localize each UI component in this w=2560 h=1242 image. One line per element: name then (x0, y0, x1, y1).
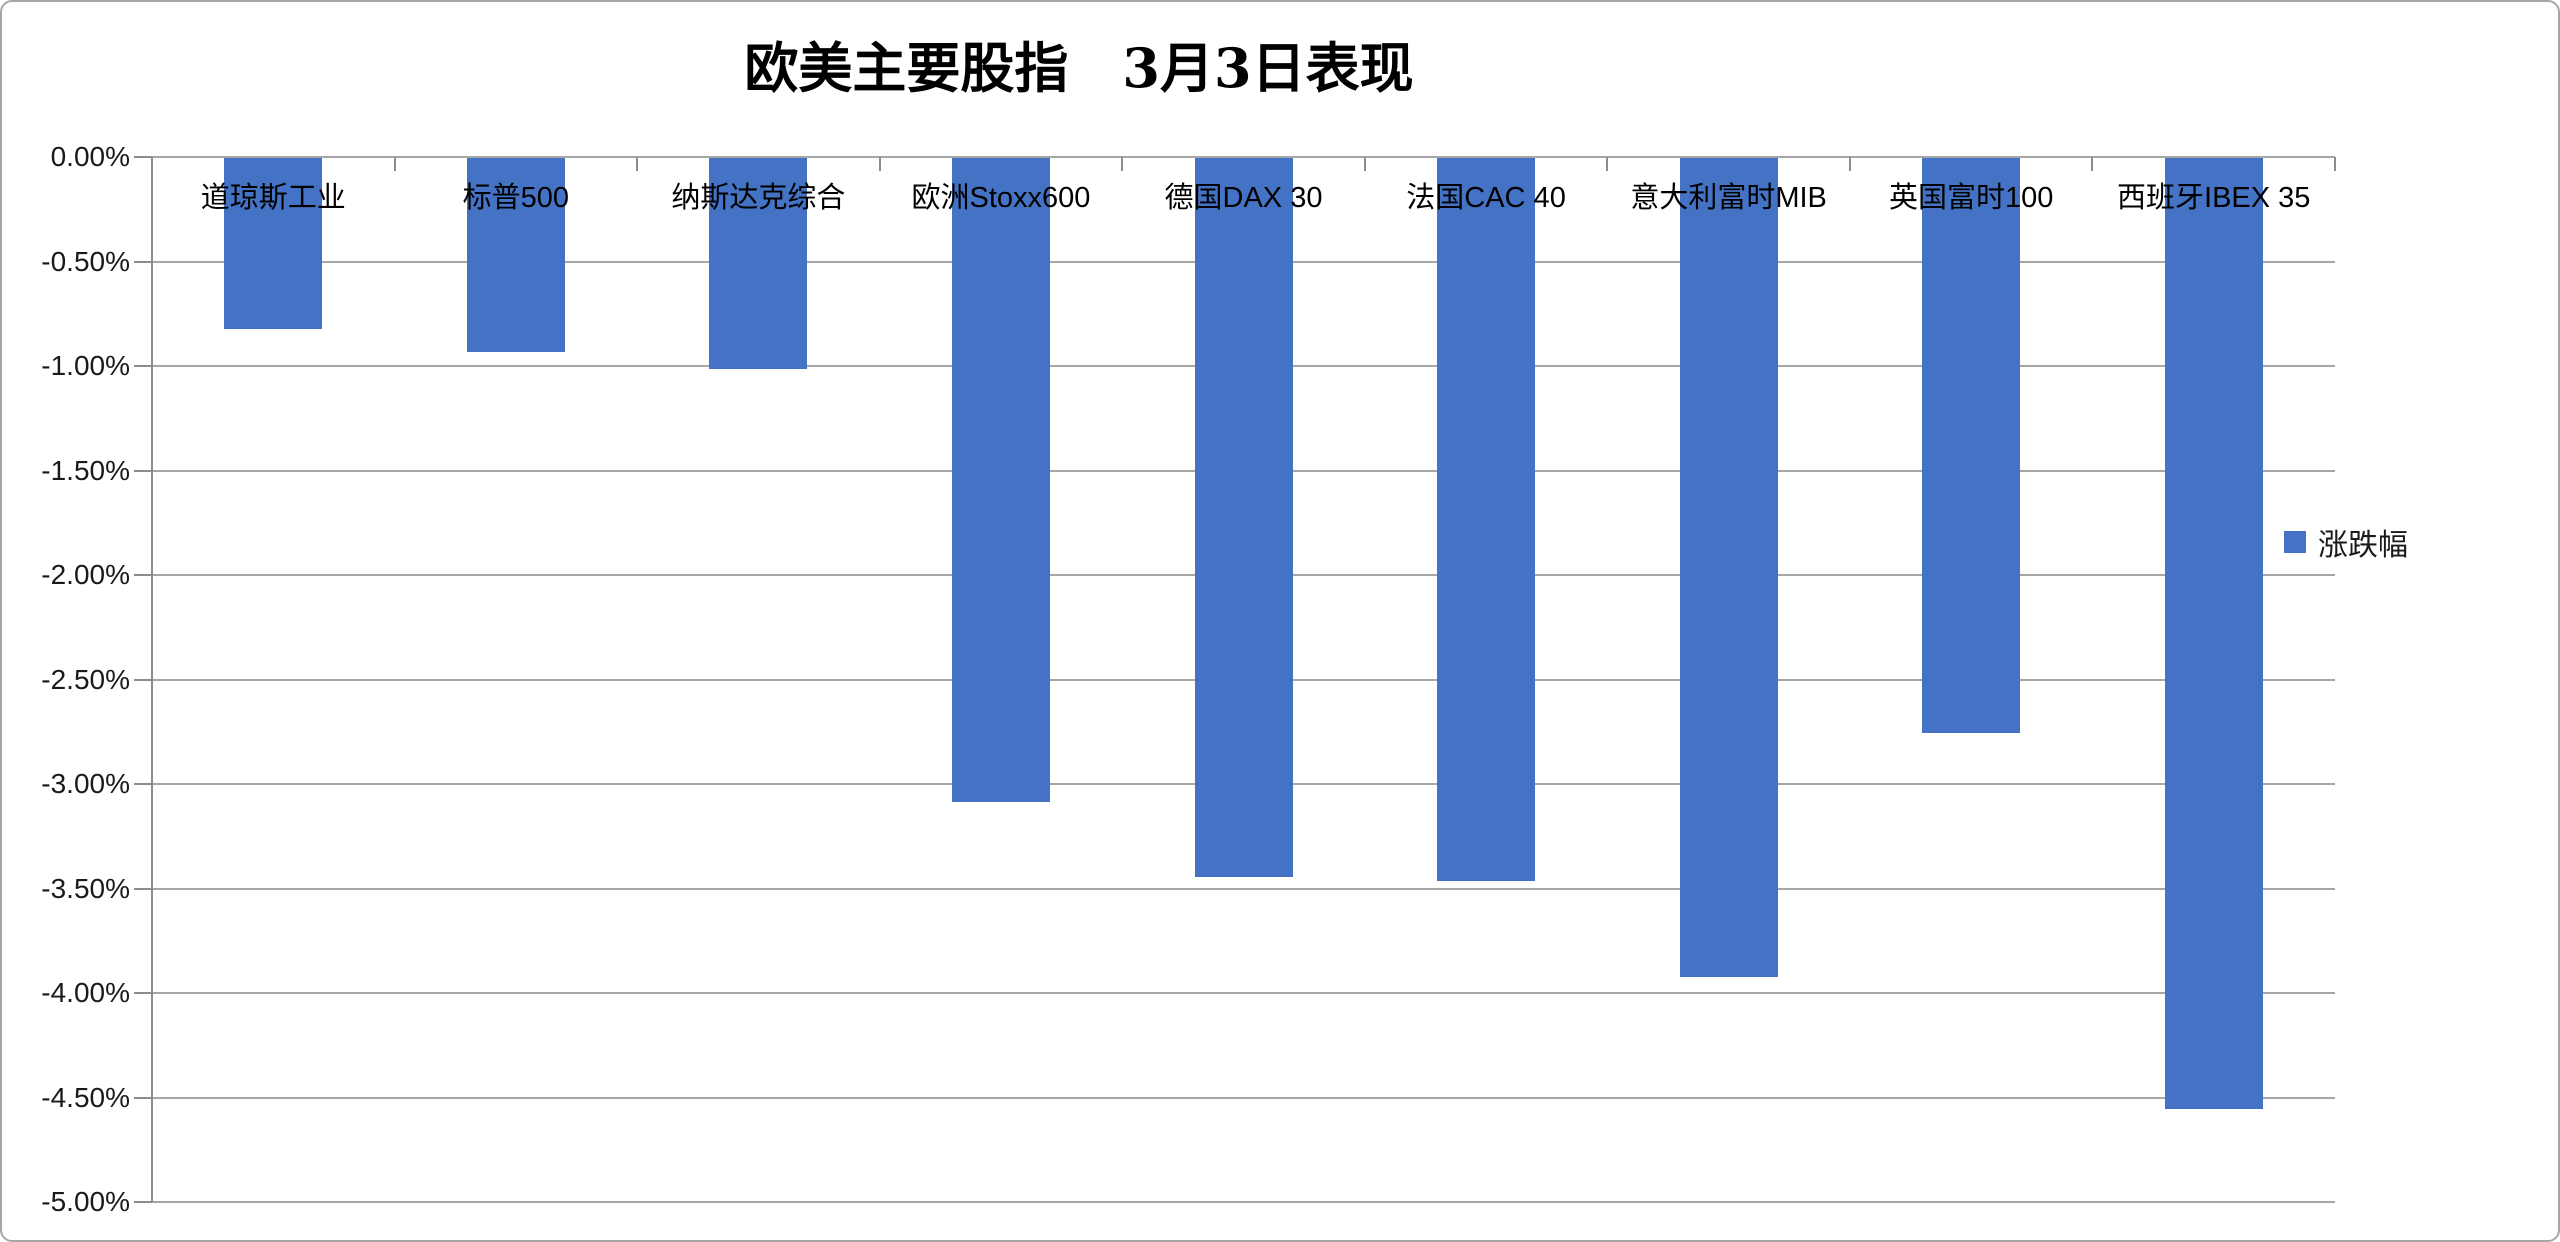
y-axis-tick (134, 365, 152, 367)
y-axis-label: -0.50% (41, 245, 130, 277)
y-axis-tick (134, 678, 152, 681)
category-label: 纳斯达克综合 (671, 182, 846, 214)
bar (951, 158, 1050, 802)
y-axis-tick (134, 1201, 152, 1203)
category-label: 标普500 (462, 182, 570, 214)
legend-label: 涨跌幅 (2318, 529, 2408, 562)
y-axis-label: -4.50% (41, 1081, 130, 1113)
x-axis-tick (151, 157, 153, 171)
x-axis-tick (1363, 157, 1366, 171)
legend-marker-icon (2284, 531, 2306, 553)
y-axis-label: -1.00% (41, 350, 130, 381)
category-label: 道琼斯工业 (200, 182, 346, 214)
y-axis-tick (134, 887, 152, 890)
bar (224, 158, 323, 330)
gridline (152, 1201, 2335, 1203)
y-axis-tick (134, 992, 152, 994)
x-axis-tick (878, 157, 881, 171)
y-axis-label: -2.00% (41, 559, 130, 590)
category-label: 欧洲Stoxx600 (911, 182, 1091, 214)
gridline (152, 1096, 2335, 1099)
x-axis-tick (2334, 157, 2336, 171)
y-axis-label: -5.00% (41, 1186, 130, 1217)
x-axis-tick (1121, 157, 1124, 171)
bar (1679, 158, 1778, 978)
category-label: 法国CAC 40 (1406, 182, 1566, 214)
y-axis-label: 0.00% (50, 141, 130, 172)
x-axis-tick (636, 157, 639, 171)
category-label: 意大利富时MIB (1630, 182, 1827, 214)
x-axis-tick (1606, 157, 1609, 171)
bar (1194, 158, 1293, 877)
gridline (152, 992, 2335, 994)
bar (2164, 158, 2263, 1109)
category-label: 英国富时100 (1888, 182, 2054, 214)
y-axis-tick (134, 260, 152, 263)
category-label: 西班牙IBEX 35 (2117, 182, 2311, 214)
bar (709, 158, 808, 370)
y-axis-tick (134, 156, 152, 158)
category-label: 德国DAX 30 (1164, 182, 1323, 214)
gridline (152, 887, 2335, 890)
x-axis-zero-line (152, 156, 2335, 158)
x-axis-tick (393, 157, 396, 171)
y-axis-tick (134, 783, 152, 785)
chart-title: 欧美主要股指 3月3日表现 (744, 36, 1414, 100)
y-axis-label: -4.00% (41, 977, 130, 1008)
bar (1437, 158, 1536, 882)
y-axis-label: -3.50% (41, 872, 130, 904)
y-axis-tick (134, 1096, 152, 1099)
bar (1922, 158, 2021, 733)
x-axis-tick (2091, 157, 2094, 171)
y-axis-label: -1.50% (41, 454, 130, 486)
bar (466, 158, 565, 353)
chart-legend: 涨跌幅 (2284, 520, 2408, 564)
y-axis-label: -2.50% (41, 663, 130, 695)
y-axis-label: -3.00% (41, 768, 130, 799)
y-axis-tick (134, 574, 152, 576)
y-axis-tick (134, 469, 152, 472)
y-axis-line (151, 157, 153, 1202)
x-axis-tick (1848, 157, 1851, 171)
